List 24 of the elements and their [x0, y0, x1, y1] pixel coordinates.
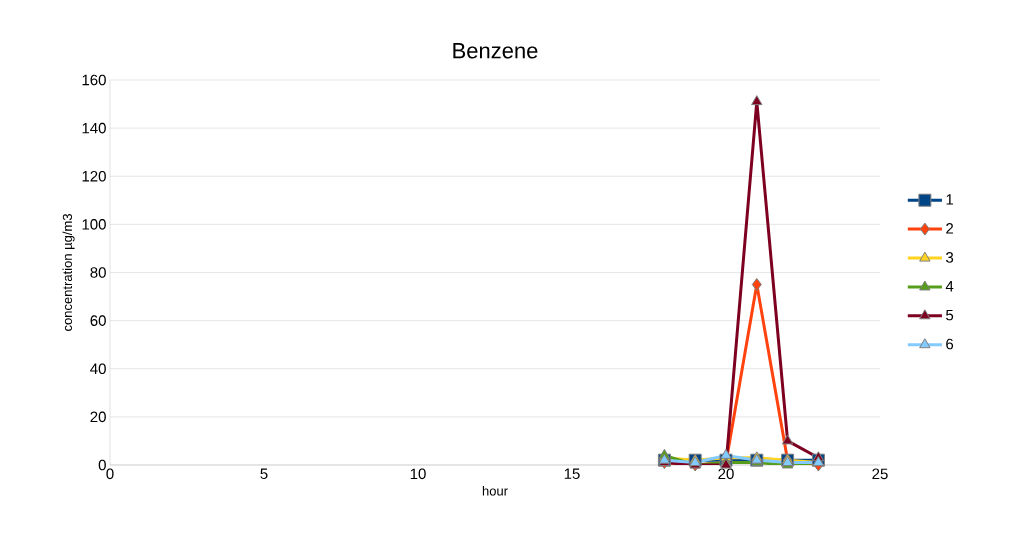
y-tick-label: 140 [82, 122, 106, 134]
x-tick-label: 15 [564, 468, 580, 479]
y-tick-label: 40 [90, 363, 106, 375]
y-tick-label: 0 [98, 459, 106, 471]
x-axis-title: hour [482, 486, 508, 496]
x-tick-label: 25 [872, 468, 888, 480]
chart-title: Benzene [453, 43, 538, 59]
y-axis-title: concentration µg/m3 [62, 214, 75, 331]
y-tick-label: 100 [82, 219, 106, 230]
legend-label: 4 [945, 281, 954, 292]
legend-label: 2 [946, 223, 954, 234]
legend-label: 1 [946, 194, 954, 205]
legend-label: 5 [946, 309, 954, 321]
x-tick-label: 20 [718, 468, 734, 480]
legend-label: 6 [946, 338, 954, 350]
x-tick-label: 5 [260, 468, 268, 479]
x-tick-label: 0 [106, 468, 114, 480]
y-tick-label: 80 [90, 267, 106, 278]
legend-label: 3 [946, 252, 954, 263]
y-tick-label: 120 [82, 170, 106, 182]
x-tick-label: 10 [410, 468, 426, 480]
y-tick-label: 20 [90, 411, 106, 423]
y-tick-label: 160 [82, 74, 106, 86]
y-tick-label: 60 [90, 315, 106, 326]
